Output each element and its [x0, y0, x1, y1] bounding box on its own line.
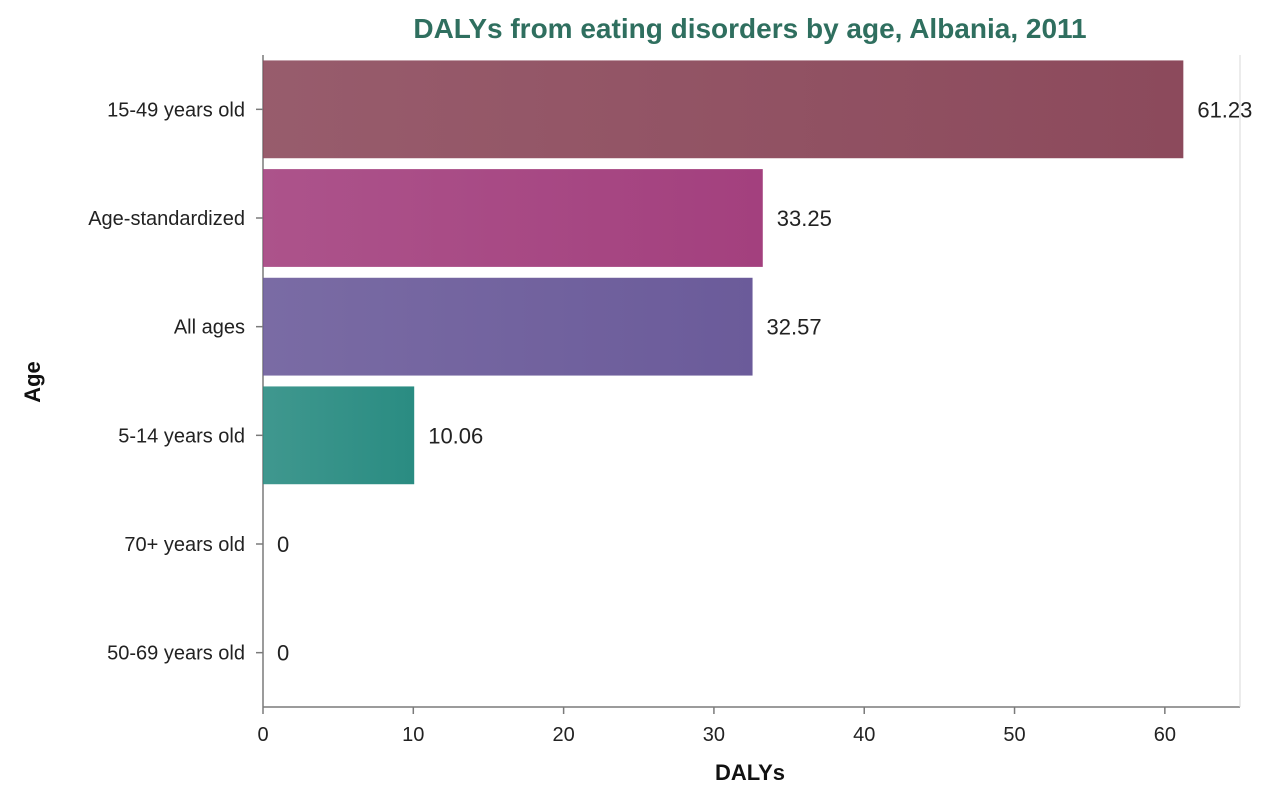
- y-tick-label: 70+ years old: [124, 534, 245, 556]
- x-tick-label: 40: [853, 724, 875, 746]
- y-tick-label: Age-standardized: [88, 208, 245, 230]
- bar: [263, 60, 1184, 159]
- data-label: 33.25: [777, 206, 832, 231]
- y-axis-title: Age: [20, 361, 45, 403]
- x-tick-label: 60: [1154, 724, 1176, 746]
- bar: [263, 386, 415, 485]
- x-tick-label: 10: [402, 724, 424, 746]
- data-label: 10.06: [428, 423, 483, 448]
- chart-title: DALYs from eating disorders by age, Alba…: [413, 13, 1086, 44]
- data-label: 32.57: [767, 315, 822, 340]
- x-tick-label: 30: [703, 724, 725, 746]
- y-tick-label: 5-14 years old: [118, 425, 245, 447]
- y-tick-label: 15-49 years old: [107, 99, 245, 121]
- bar: [263, 277, 753, 376]
- bar: [263, 169, 763, 267]
- y-tick-label: 50-69 years old: [107, 643, 245, 665]
- x-tick-label: 20: [552, 724, 574, 746]
- x-tick-label: 50: [1003, 724, 1025, 746]
- x-axis-title: DALYs: [715, 760, 785, 785]
- data-label: 0: [277, 532, 289, 557]
- data-label: 0: [277, 641, 289, 666]
- y-tick-label: All ages: [174, 317, 245, 339]
- plot-area: 0 10 20 30 40 50 60 15-49 years old 61.23 Age-sta…: [88, 55, 1252, 746]
- data-label: 61.23: [1197, 97, 1252, 122]
- x-tick-label: 0: [257, 724, 268, 746]
